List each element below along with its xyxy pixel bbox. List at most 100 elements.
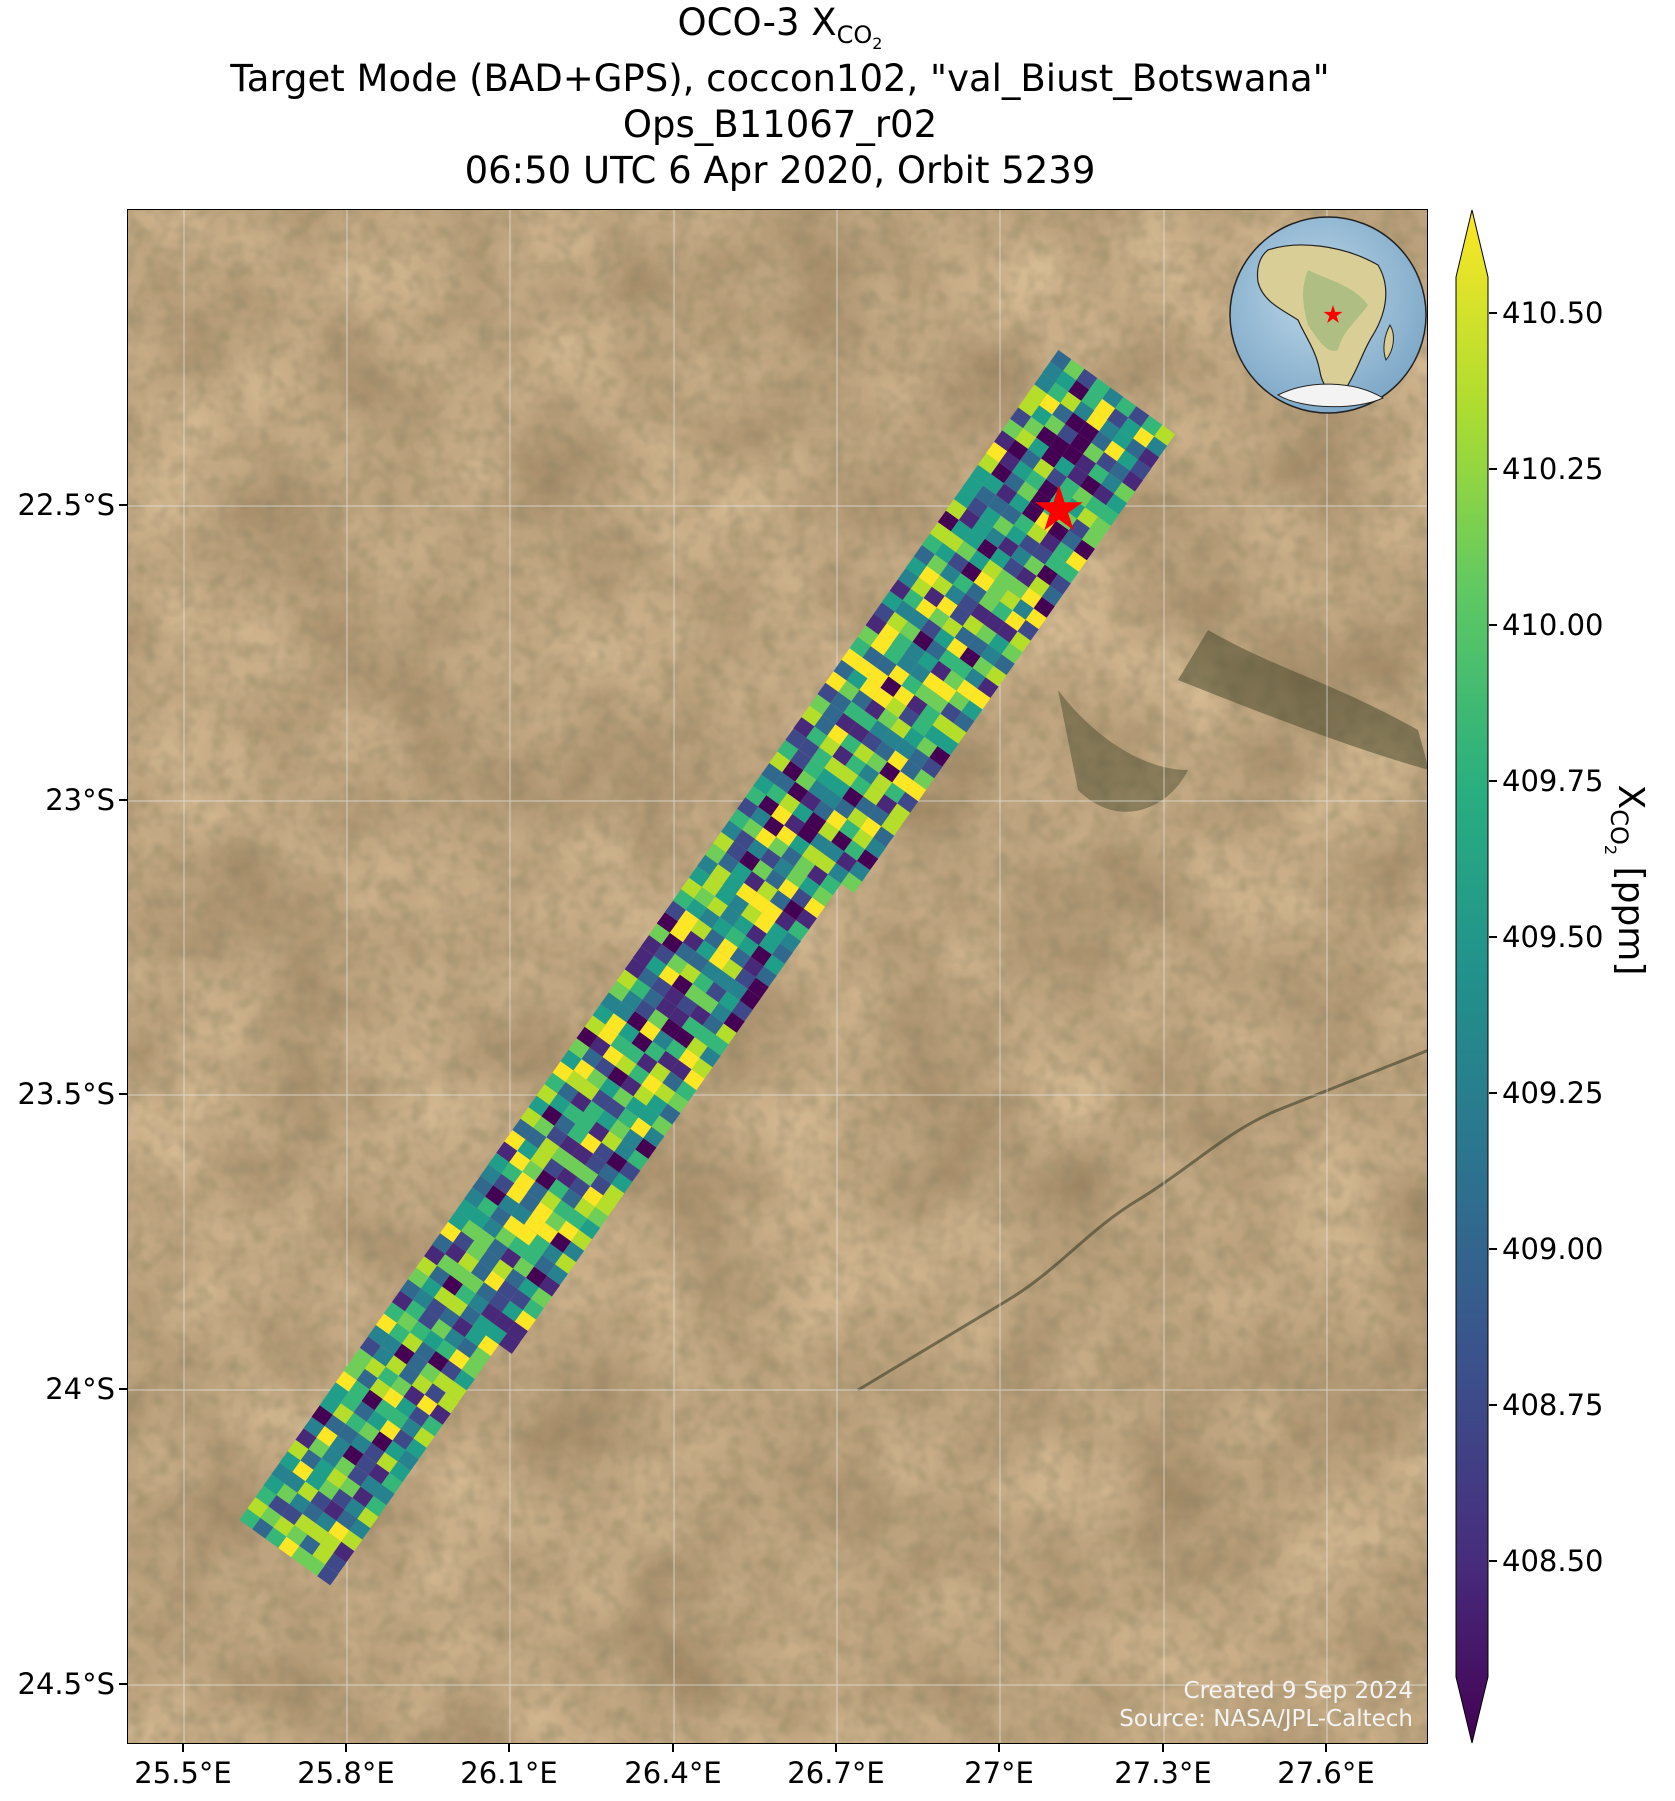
xco2-cell — [412, 1288, 435, 1310]
xco2-cell — [333, 1541, 355, 1563]
xco2-cell — [345, 1412, 367, 1434]
xco2-cell — [890, 718, 912, 739]
xco2-cell — [865, 837, 887, 859]
xco2-cell — [879, 761, 901, 783]
xco2-cell — [1065, 551, 1087, 572]
xco2-cell — [490, 1206, 512, 1227]
xco2-cell — [279, 1451, 301, 1472]
xco2-cell — [821, 788, 843, 810]
xco2-cell — [945, 723, 967, 744]
xco2-cell — [448, 1348, 470, 1370]
xco2-cell — [813, 800, 835, 822]
xco2-cell — [1112, 429, 1134, 450]
xco2-cell — [427, 1351, 449, 1372]
river-line — [857, 1049, 1427, 1392]
lon-tick-label: 26.1°E — [460, 1756, 558, 1790]
xco2-cell — [986, 441, 1008, 463]
xco2-cell — [811, 747, 833, 768]
xco2-cell — [1128, 406, 1150, 427]
lat-tick-mark — [119, 799, 127, 801]
target-star-marker — [1035, 485, 1083, 531]
xco2-cell — [357, 1507, 379, 1529]
xco2-cell — [677, 910, 699, 931]
xco2-cell — [737, 797, 759, 819]
xco2-cell — [661, 932, 683, 954]
xco2-cell — [961, 700, 983, 721]
xco2-cell — [839, 819, 861, 840]
map-panel[interactable]: Created 9 Sep 2024 Source: NASA/JPL-Calt… — [127, 209, 1428, 1744]
xco2-cell — [681, 1016, 703, 1037]
lat-tick-mark — [119, 504, 127, 506]
xco2-cell — [873, 826, 895, 848]
xco2-cell — [400, 1417, 422, 1439]
xco2-cell — [634, 999, 656, 1021]
xco2-cell — [566, 1209, 588, 1230]
xco2-cell — [353, 1401, 375, 1422]
xco2-cell — [1105, 493, 1128, 515]
xco2-cell — [833, 659, 855, 681]
xco2-cell — [644, 1041, 666, 1062]
xco2-cell — [974, 485, 997, 507]
xco2-cell — [630, 1117, 652, 1139]
xco2-cell — [719, 905, 741, 927]
xco2-cell — [382, 1387, 404, 1409]
xco2-cell — [766, 783, 788, 805]
xco2-cell — [425, 1297, 447, 1319]
xco2-cell — [836, 851, 858, 873]
xco2-cell — [876, 794, 898, 815]
xco2-cell — [697, 854, 719, 876]
xco2-cell — [529, 1234, 551, 1255]
xco2-cell — [906, 695, 928, 716]
xco2-cell — [568, 1038, 590, 1059]
xco2-cell — [312, 1543, 334, 1565]
xco2-cell — [612, 1087, 634, 1108]
xco2-cell — [669, 921, 691, 943]
xco2-cell — [953, 487, 976, 509]
xco2-cell — [380, 1334, 402, 1356]
xco2-cell — [408, 1406, 430, 1427]
xco2-cell — [920, 619, 942, 640]
xco2-cell — [326, 1467, 348, 1489]
xco2-cell — [589, 1036, 611, 1057]
xco2-cell — [584, 1015, 606, 1036]
xco2-cell — [549, 1093, 571, 1115]
xco2-cell — [625, 1096, 647, 1118]
xco2-cell — [874, 740, 896, 762]
xco2-cell — [1050, 350, 1072, 371]
xco2-cell — [674, 942, 696, 963]
xco2-cell — [648, 923, 670, 945]
xco2-cell — [989, 548, 1011, 569]
xco2-cell — [1049, 435, 1071, 457]
xco2-cell — [1073, 401, 1095, 422]
xco2-cell — [547, 1264, 569, 1286]
xco2-cell — [632, 946, 654, 968]
xco2-cell — [610, 1034, 632, 1055]
lon-tick-mark — [508, 1744, 510, 1752]
xco2-cell — [462, 1272, 485, 1294]
xco2-cell — [844, 839, 866, 861]
xco2-cell — [986, 580, 1008, 602]
colorbar-tick-label: 410.25 — [1502, 452, 1604, 486]
xco2-cell — [1084, 495, 1107, 517]
xco2-cell — [913, 769, 935, 790]
xco2-cell — [777, 878, 800, 900]
xco2-cell — [376, 1452, 398, 1473]
xco2-cell — [724, 926, 746, 948]
xco2-cell — [633, 1085, 655, 1106]
xco2-cell — [1099, 419, 1121, 441]
xco2-cell — [758, 933, 780, 955]
xco2-cell — [590, 1174, 612, 1196]
xco2-cell — [546, 1125, 568, 1147]
xco2-cell — [602, 1045, 624, 1067]
xco2-cell — [1016, 481, 1039, 502]
xco2-cell — [323, 1500, 345, 1521]
xco2-cell — [857, 625, 879, 646]
xco2-cell — [970, 603, 992, 624]
xco2-cell — [972, 656, 994, 678]
xco2-cell — [485, 1323, 507, 1345]
xco2-cell — [585, 1153, 607, 1175]
xco2-cell — [1012, 599, 1034, 620]
xco2-cell — [763, 954, 785, 976]
xco2-cell — [861, 731, 883, 753]
xco2-cell — [829, 777, 851, 799]
